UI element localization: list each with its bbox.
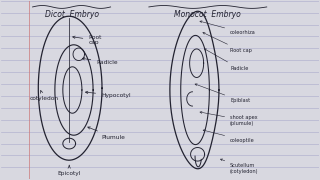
Text: Scutellum
(cotyledon): Scutellum (cotyledon) — [220, 159, 259, 174]
Text: Plumule: Plumule — [88, 127, 125, 140]
Text: Root cap: Root cap — [203, 32, 252, 53]
Text: Hypocotyl: Hypocotyl — [85, 91, 131, 98]
Text: Epiblast: Epiblast — [195, 84, 250, 103]
Text: Radicle: Radicle — [204, 49, 248, 71]
Text: Epicotyl: Epicotyl — [58, 165, 81, 176]
Text: coleorhiza: coleorhiza — [200, 21, 256, 35]
Text: shoot apex
(plumule): shoot apex (plumule) — [200, 111, 258, 126]
Text: cotyledon: cotyledon — [29, 91, 58, 102]
Text: Root
cap: Root cap — [73, 35, 102, 45]
Text: coleoptile: coleoptile — [203, 130, 255, 143]
Text: Monocot  Embryo: Monocot Embryo — [174, 10, 241, 19]
Text: Radicle: Radicle — [82, 58, 118, 65]
Text: Dicot  Embryo: Dicot Embryo — [45, 10, 100, 19]
